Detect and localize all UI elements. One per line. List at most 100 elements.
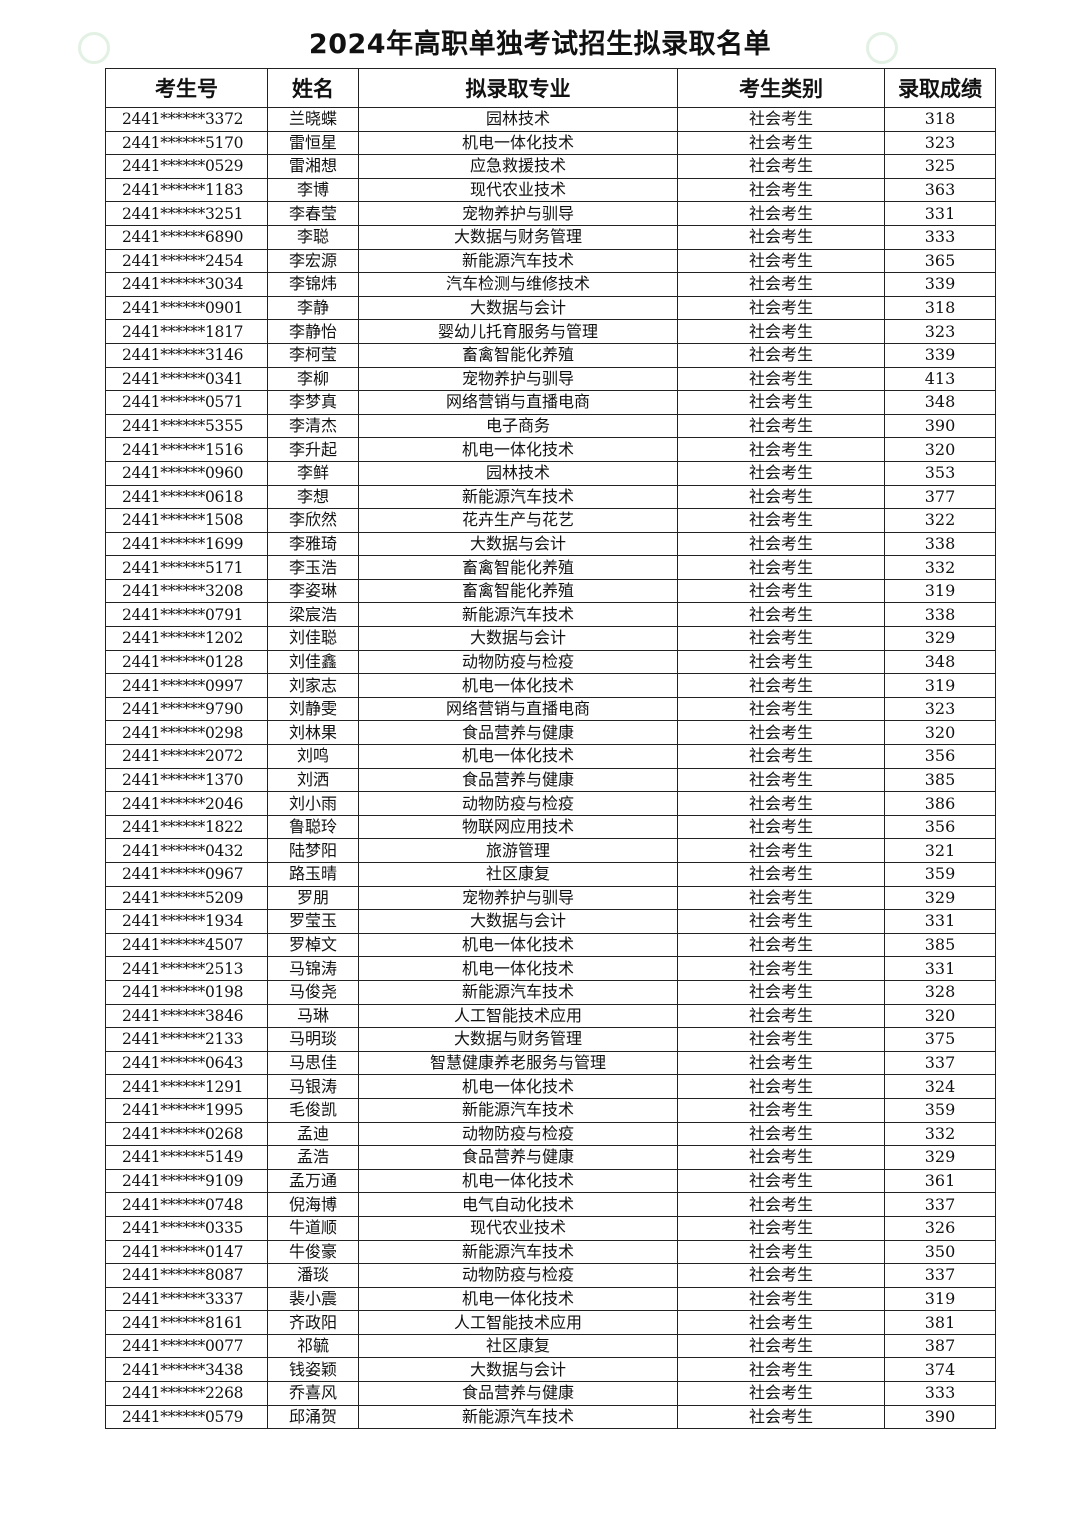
cell-category: 社会考生: [677, 956, 885, 981]
cell-category: 社会考生: [677, 862, 885, 887]
cell-name: 李鲜: [267, 460, 359, 486]
table-row: 2441******3372 兰晓蝶 园林技术 社会考生 318: [105, 107, 996, 132]
cell-score: 328: [884, 979, 996, 1005]
cell-exam-id: 2441******2072: [105, 744, 268, 769]
cell-exam-id: 2441******1817: [105, 319, 268, 344]
cell-name: 马锦涛: [267, 956, 359, 981]
cell-category: 社会考生: [677, 1027, 885, 1052]
table-row: 2441******1516 李升起 机电一体化技术 社会考生 320: [105, 437, 996, 462]
cell-exam-id: 2441******3372: [105, 107, 268, 132]
watermark-logo-icon: [78, 32, 110, 64]
cell-score: 385: [884, 767, 996, 793]
table-row: 2441******0335 牛道顺 现代农业技术 社会考生 326: [105, 1215, 996, 1241]
table-row: 2441******5355 李清杰 电子商务 社会考生 390: [105, 413, 996, 439]
cell-major: 畜禽智能化养殖: [358, 555, 678, 580]
cell-exam-id: 2441******3337: [105, 1286, 268, 1312]
cell-exam-id: 2441******2454: [105, 248, 268, 274]
table-row: 2441******3146 李柯莹 畜禽智能化养殖 社会考生 339: [105, 342, 996, 368]
cell-score: 339: [884, 272, 996, 297]
cell-name: 李欣然: [267, 508, 359, 533]
cell-category: 社会考生: [677, 1145, 885, 1170]
cell-category: 社会考生: [677, 366, 885, 392]
cell-major: 应急救援技术: [358, 154, 678, 179]
cell-major: 大数据与会计: [358, 531, 678, 557]
cell-category: 社会考生: [677, 413, 885, 439]
table-row: 2441******0529 雷湘想 应急救援技术 社会考生 325: [105, 154, 996, 179]
cell-category: 社会考生: [677, 295, 885, 321]
table-row: 2441******2072 刘鸣 机电一体化技术 社会考生 356: [105, 744, 996, 769]
table-row: 2441******0643 马思佳 智慧健康养老服务与管理 社会考生 337: [105, 1050, 996, 1076]
cell-major: 新能源汽车技术: [358, 1239, 678, 1265]
table-row: 2441******0618 李想 新能源汽车技术 社会考生 377: [105, 484, 996, 510]
cell-major: 宠物养护与驯导: [358, 201, 678, 226]
table-row: 2441******1817 李静怡 婴幼儿托育服务与管理 社会考生 323: [105, 319, 996, 344]
cell-category: 社会考生: [677, 107, 885, 132]
table-row: 2441******9109 孟万通 机电一体化技术 社会考生 361: [105, 1168, 996, 1194]
cell-category: 社会考生: [677, 649, 885, 675]
cell-score: 333: [884, 224, 996, 250]
cell-name: 乔喜风: [267, 1381, 359, 1406]
cell-exam-id: 2441******1370: [105, 767, 268, 793]
cell-score: 363: [884, 177, 996, 203]
table-row: 2441******3208 李姿琳 畜禽智能化养殖 社会考生 319: [105, 578, 996, 604]
cell-exam-id: 2441******0298: [105, 720, 268, 746]
cell-category: 社会考生: [677, 673, 885, 698]
cell-exam-id: 2441******2046: [105, 791, 268, 816]
table-row: 2441******0901 李静 大数据与会计 社会考生 318: [105, 295, 996, 321]
table-row: 2441******1699 李雅琦 大数据与会计 社会考生 338: [105, 531, 996, 557]
cell-name: 孟浩: [267, 1145, 359, 1170]
cell-exam-id: 2441******8087: [105, 1263, 268, 1288]
cell-exam-id: 2441******3034: [105, 272, 268, 297]
cell-exam-id: 2441******3146: [105, 342, 268, 368]
cell-name: 马银涛: [267, 1074, 359, 1099]
table-row: 2441******5171 李玉浩 畜禽智能化养殖 社会考生 332: [105, 555, 996, 580]
cell-major: 机电一体化技术: [358, 437, 678, 462]
cell-score: 318: [884, 107, 996, 132]
cell-score: 319: [884, 578, 996, 604]
cell-category: 社会考生: [677, 1097, 885, 1123]
cell-major: 大数据与会计: [358, 909, 678, 934]
cell-category: 社会考生: [677, 1333, 885, 1359]
cell-category: 社会考生: [677, 437, 885, 462]
cell-category: 社会考生: [677, 508, 885, 533]
cell-major: 食品营养与健康: [358, 767, 678, 793]
cell-major: 园林技术: [358, 460, 678, 486]
cell-score: 374: [884, 1357, 996, 1383]
table-row: 2441******1934 罗莹玉 大数据与会计 社会考生 331: [105, 909, 996, 934]
cell-name: 李柳: [267, 366, 359, 392]
cell-major: 现代农业技术: [358, 1215, 678, 1241]
table-row: 2441******1202 刘佳聪 大数据与会计 社会考生 329: [105, 626, 996, 651]
table-row: 2441******5170 雷恒星 机电一体化技术 社会考生 323: [105, 130, 996, 156]
cell-name: 裴小震: [267, 1286, 359, 1312]
cell-major: 现代农业技术: [358, 177, 678, 203]
table-row: 2441******3251 李春莹 宠物养护与驯导 社会考生 331: [105, 201, 996, 226]
cell-score: 323: [884, 696, 996, 722]
cell-category: 社会考生: [677, 602, 885, 628]
table-row: 2441******1370 刘洒 食品营养与健康 社会考生 385: [105, 767, 996, 793]
cell-major: 机电一体化技术: [358, 1286, 678, 1312]
cell-exam-id: 2441******2513: [105, 956, 268, 981]
table-row: 2441******2454 李宏源 新能源汽车技术 社会考生 365: [105, 248, 996, 274]
cell-major: 大数据与财务管理: [358, 224, 678, 250]
cell-major: 物联网应用技术: [358, 814, 678, 840]
cell-score: 359: [884, 1097, 996, 1123]
table-row: 2441******1291 马银涛 机电一体化技术 社会考生 324: [105, 1074, 996, 1099]
cell-major: 花卉生产与花艺: [358, 508, 678, 533]
cell-category: 社会考生: [677, 767, 885, 793]
header-score: 录取成绩: [884, 68, 996, 108]
cell-category: 社会考生: [677, 1192, 885, 1217]
table-row: 2441******5149 孟浩 食品营养与健康 社会考生 329: [105, 1145, 996, 1170]
cell-score: 332: [884, 1121, 996, 1147]
cell-category: 社会考生: [677, 1121, 885, 1147]
cell-major: 机电一体化技术: [358, 1168, 678, 1194]
cell-exam-id: 2441******2268: [105, 1381, 268, 1406]
table-row: 2441******0579 邱涌贺 新能源汽车技术 社会考生 390: [105, 1404, 996, 1430]
cell-exam-id: 2441******2133: [105, 1027, 268, 1052]
cell-exam-id: 2441******0579: [105, 1404, 268, 1430]
cell-major: 园林技术: [358, 107, 678, 132]
cell-name: 李想: [267, 484, 359, 510]
table-row: 2441******8161 齐政阳 人工智能技术应用 社会考生 381: [105, 1310, 996, 1335]
cell-exam-id: 2441******0571: [105, 390, 268, 415]
watermark-logo-icon: [866, 32, 898, 64]
cell-name: 李春莹: [267, 201, 359, 226]
